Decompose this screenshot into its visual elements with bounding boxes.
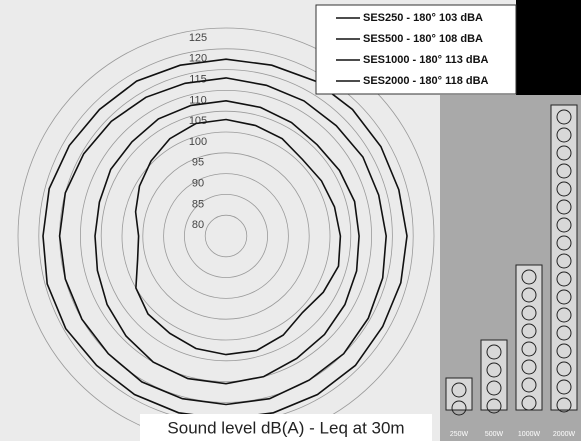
legend-label: SES1000 - 180° 113 dBA [363,54,489,66]
legend-label: SES500 - 180° 108 dBA [363,33,483,45]
r-tick-label: 100 [189,136,207,148]
page: {"chart_data": {"type": "polar", "captio… [0,0,581,441]
legend-label: SES2000 - 180° 118 dBA [363,75,489,87]
black-panel [516,0,581,95]
r-tick-label: 115 [189,74,207,86]
chart: 250W500W1000W2000W 808590951001051101151… [0,0,581,441]
r-tick-label: 90 [192,178,204,190]
power-label: 500W [485,431,504,438]
speaker-stack [551,105,577,410]
r-tick-label: 125 [189,32,207,44]
power-label: 2000W [553,431,576,438]
r-tick-label: 95 [192,157,204,169]
legend-label: SES250 - 180° 103 dBA [363,12,483,24]
r-tick-label: 80 [192,219,204,231]
power-label: 1000W [518,431,541,438]
power-label: 250W [450,431,469,438]
caption: Sound level dB(A) - Leq at 30m [167,418,404,437]
r-tick-label: 85 [192,198,204,210]
